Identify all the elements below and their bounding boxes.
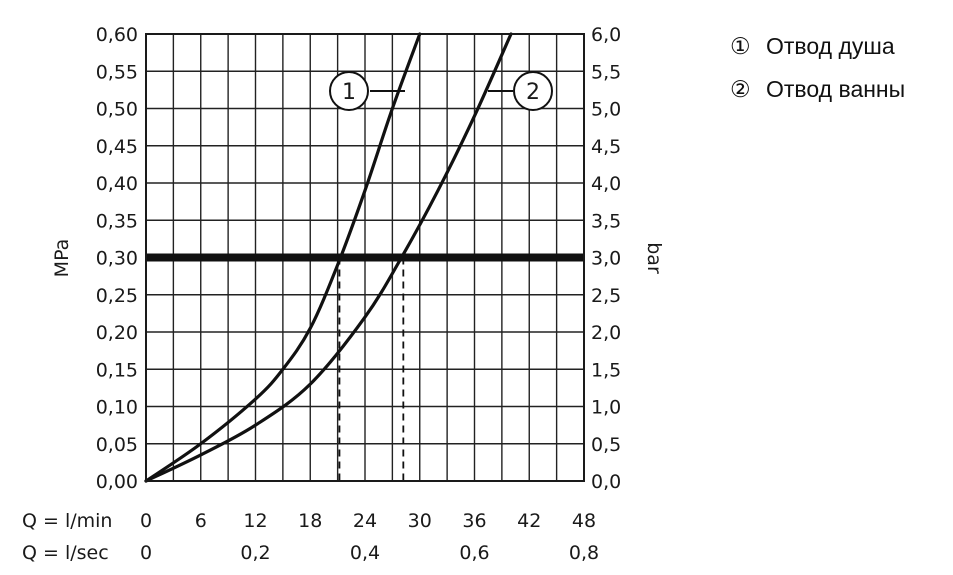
y-right-tick-label: 1,5	[591, 359, 621, 381]
legend-label-2: Отвод ванны	[766, 76, 905, 102]
y-left-tick-label: 0,15	[96, 359, 138, 381]
series-badge-2	[513, 71, 553, 111]
y-right-axis-label: bar	[643, 242, 665, 274]
y-left-tick-label: 0,30	[96, 248, 138, 270]
x-lmin-tick-label: 18	[298, 510, 322, 532]
y-right-tick-label: 5,0	[591, 99, 621, 121]
y-left-tick-label: 0,20	[96, 322, 138, 344]
series-lines	[144, 32, 513, 483]
series-line-1	[144, 32, 422, 483]
y-right-tick-label: 0,0	[591, 471, 621, 493]
y-left-tick-label: 0,50	[96, 99, 138, 121]
y-left-tick-label: 0,25	[96, 285, 138, 307]
series-line-2	[144, 32, 513, 483]
x-lsec-tick-label: 0,4	[350, 542, 380, 564]
y-right-tick-label: 0,5	[591, 434, 621, 456]
plot-frame	[145, 33, 585, 482]
y-right-tick-label: 3,5	[591, 210, 621, 232]
legend: ① Отвод душа ② Отвод ванны	[730, 33, 905, 102]
y-right-tick-label: 4,5	[591, 136, 621, 158]
x-lmin-tick-label: 24	[353, 510, 377, 532]
x-lmin-axis-label: Q = l/min	[22, 510, 112, 532]
y-left-tick-label: 0,00	[96, 471, 138, 493]
legend-marker-2: ②	[730, 76, 751, 102]
y-right-tick-label: 4,0	[591, 173, 621, 195]
left-y-tick-labels: 0,00 0,05 0,10 0,15 0,20 0,25 0,30 0,35 0,40 0,45…	[96, 24, 138, 493]
y-right-tick-label: 2,5	[591, 285, 621, 307]
x-lsec-tick-label: 0,6	[459, 542, 489, 564]
series-badge-number-1: 1	[342, 80, 356, 105]
y-left-tick-label: 0,55	[96, 61, 138, 83]
x-lsec-tick-label: 0,8	[569, 542, 599, 564]
x-lmin-tick-label: 0	[140, 510, 152, 532]
y-right-tick-label: 6,0	[591, 24, 621, 46]
y-left-tick-label: 0,45	[96, 136, 138, 158]
intersection-drop-lines	[338, 257, 405, 481]
x-lmin-tick-label: 42	[517, 510, 541, 532]
x-lmin-tick-label: 6	[195, 510, 207, 532]
y-right-tick-label: 1,0	[591, 397, 621, 419]
x-lmin-tick-label: 48	[572, 510, 596, 532]
y-right-tick-label: 3,0	[591, 248, 621, 270]
y-right-tick-label: 5,5	[591, 61, 621, 83]
legend-label-1: Отвод душа	[766, 33, 895, 59]
legend-marker-1: ①	[730, 33, 751, 59]
series-badge-1	[329, 71, 369, 111]
y-left-tick-label: 0,10	[96, 397, 138, 419]
x-lsec-axis-label: Q = l/sec	[22, 542, 109, 564]
x-lmin-tick-labels: 0 6 12 18 24 30 36 42 48	[140, 510, 596, 532]
y-left-tick-label: 0,05	[96, 434, 138, 456]
x-lsec-tick-labels: 0 0,2 0,4 0,6 0,8	[140, 542, 599, 564]
right-y-tick-labels: 0,0 0,5 1,0 1,5 2,0 2,5 3,0 3,5 4,0 4,5 5,0 5,5 6,0	[591, 24, 621, 493]
x-lsec-tick-label: 0	[140, 542, 152, 564]
x-lmin-tick-label: 36	[462, 510, 486, 532]
series-badge-number-2: 2	[526, 80, 540, 105]
y-left-tick-label: 0,60	[96, 24, 138, 46]
y-left-tick-label: 0,40	[96, 173, 138, 195]
y-left-tick-label: 0,35	[96, 210, 138, 232]
x-lmin-tick-label: 30	[408, 510, 432, 532]
y-left-axis-label: MPa	[51, 239, 73, 278]
y-right-tick-label: 2,0	[591, 322, 621, 344]
x-lsec-tick-label: 0,2	[240, 542, 270, 564]
x-lmin-tick-label: 12	[243, 510, 267, 532]
